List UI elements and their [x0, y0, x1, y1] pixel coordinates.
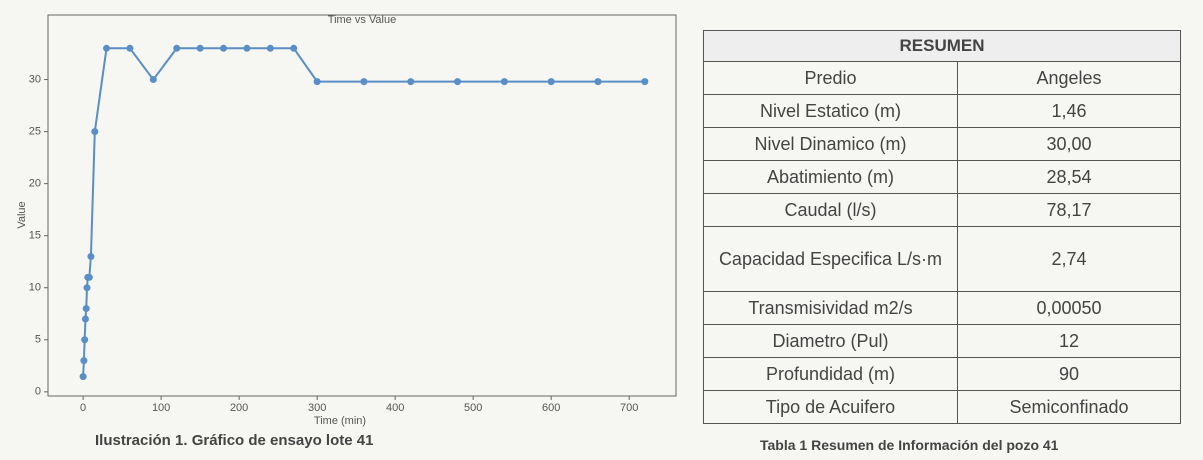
data-point [290, 44, 298, 52]
data-point [500, 78, 508, 86]
x-tick-label: 500 [464, 402, 482, 414]
data-point [83, 284, 91, 292]
table-cell: Nivel Dinamico (m) [703, 127, 958, 161]
x-tick-label: 100 [152, 402, 170, 414]
data-point [81, 315, 89, 323]
x-tick-label: 0 [80, 402, 86, 414]
table-cell: Angeles [957, 61, 1181, 95]
y-tick-label: 0 [35, 386, 41, 398]
y-tick-label: 15 [29, 230, 41, 242]
table-cell: Tipo de Acuifero [703, 390, 958, 424]
data-point [80, 357, 88, 365]
chart: Time vs Value Time (min) Value 0 5 10 15 20 2… [16, 14, 677, 427]
table-cell: 28,54 [957, 160, 1181, 194]
plot-frame [47, 14, 677, 397]
data-point [220, 44, 228, 52]
data-point [243, 44, 251, 52]
data-point [85, 273, 93, 281]
table-caption: Tabla 1 Resumen de Información del pozo … [760, 437, 1059, 453]
data-point [641, 78, 649, 86]
x-tick-label: 200 [230, 402, 248, 414]
data-point [82, 305, 90, 313]
data-point [79, 373, 87, 381]
y-tick-label: 20 [29, 178, 41, 190]
table-cell: Predio [703, 61, 958, 95]
data-point [87, 253, 95, 261]
data-point [547, 78, 555, 86]
table-cell: 1,46 [957, 94, 1181, 128]
table-cell: Diametro (Pul) [703, 324, 958, 358]
table-cell: Abatimiento (m) [703, 160, 958, 194]
table-cell: Caudal (l/s) [703, 193, 958, 227]
data-line [82, 47, 645, 377]
y-axis-label: Value [16, 201, 28, 228]
y-tick-label: 5 [35, 334, 41, 346]
table-cell: 30,00 [957, 127, 1181, 161]
data-point [594, 78, 602, 86]
table-cell: 12 [957, 324, 1181, 358]
table-cell: 0,00050 [957, 291, 1181, 325]
y-tick-label: 25 [29, 125, 41, 137]
table-cell: Transmisividad m2/s [703, 291, 958, 325]
table-title: RESUMEN [703, 30, 1181, 62]
chart-title: Time vs Value [328, 14, 396, 26]
x-tick-label: 700 [620, 402, 638, 414]
table-cell: Capacidad Especifica L/s·m [703, 226, 958, 292]
data-point [360, 78, 368, 86]
table-cell: 90 [957, 357, 1181, 391]
table-cell: 2,74 [957, 226, 1181, 292]
data-point [91, 128, 99, 136]
data-point [126, 44, 134, 52]
x-axis-label: Time (min) [314, 415, 366, 427]
data-point [407, 78, 415, 86]
table-cell: 78,17 [957, 193, 1181, 227]
summary-table: RESUMEN Predio Angeles Nivel Estatico (m) 1… [703, 30, 1181, 424]
chart-caption: Ilustración 1. Gráfico de ensayo lote 41 [95, 432, 374, 449]
x-tick-label: 400 [386, 402, 404, 414]
data-point [81, 336, 89, 344]
data-point [266, 44, 274, 52]
table-cell: Semiconfinado [957, 390, 1181, 424]
x-tick-label: 600 [542, 402, 560, 414]
data-point [103, 44, 111, 52]
x-tick-label: 300 [308, 402, 326, 414]
y-tick-label: 30 [29, 73, 41, 85]
data-point [454, 78, 462, 86]
data-point [313, 78, 321, 86]
table-cell: Nivel Estatico (m) [703, 94, 958, 128]
table-cell: Profundidad (m) [703, 357, 958, 391]
data-point [196, 44, 204, 52]
data-point [173, 44, 181, 52]
data-point [149, 76, 157, 84]
y-tick-label: 10 [29, 282, 41, 294]
